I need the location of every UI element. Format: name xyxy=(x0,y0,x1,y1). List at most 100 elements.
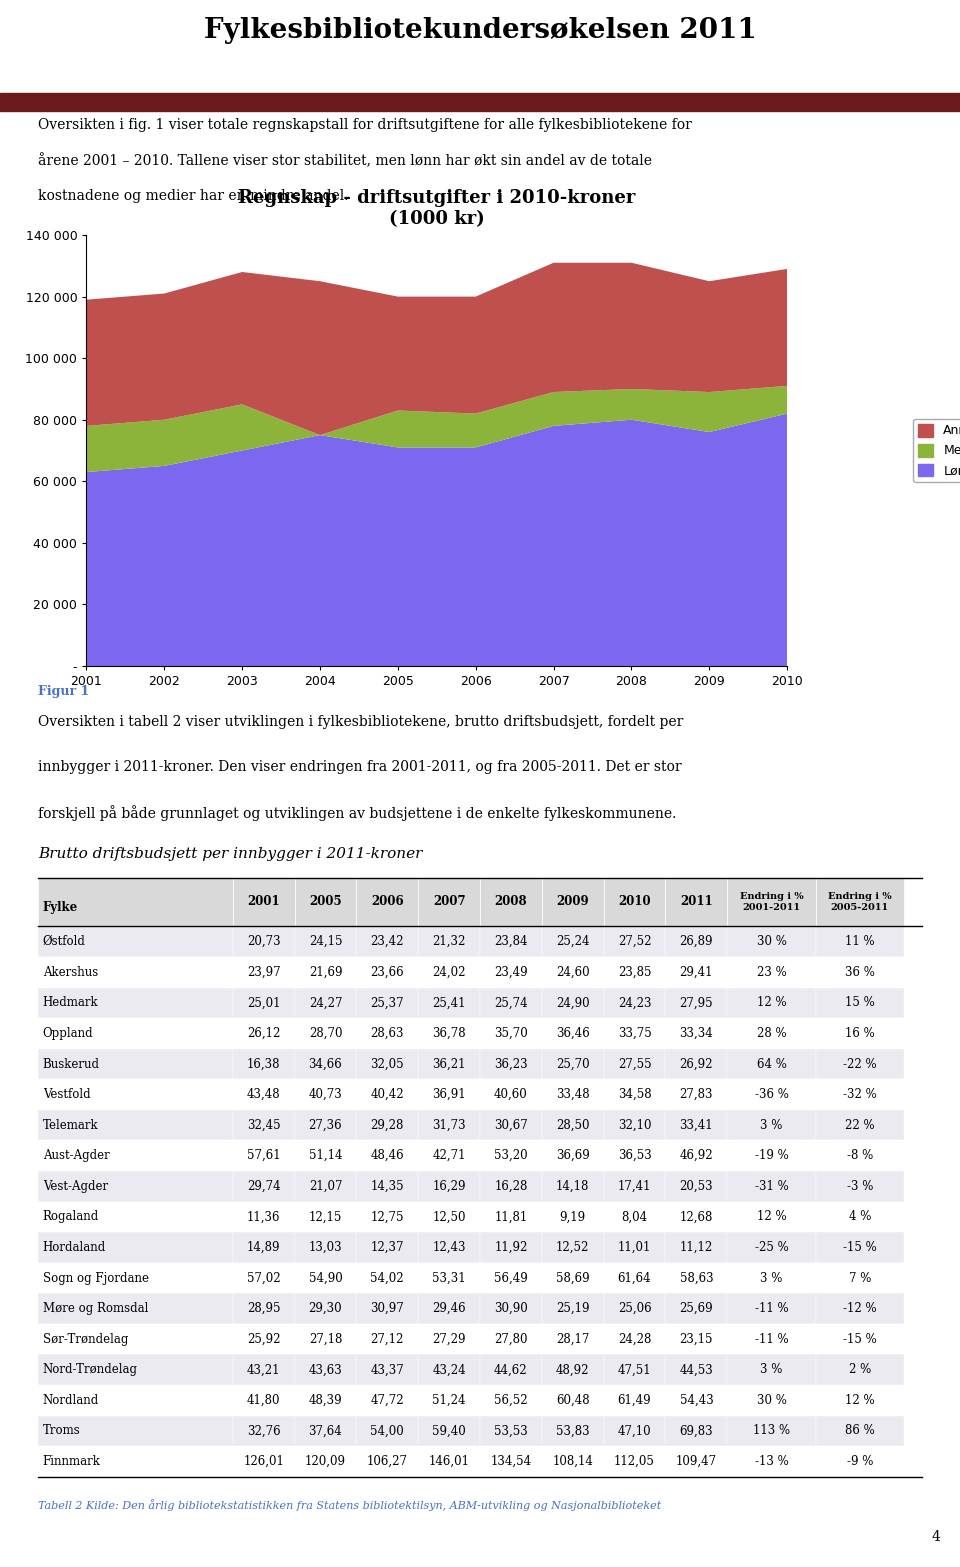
Text: 61,49: 61,49 xyxy=(617,1395,652,1407)
Bar xyxy=(356,1048,419,1080)
Text: 56,49: 56,49 xyxy=(494,1271,528,1285)
Text: 20,73: 20,73 xyxy=(247,935,280,948)
Bar xyxy=(419,1232,480,1263)
Bar xyxy=(419,1415,480,1446)
Bar xyxy=(816,1109,904,1141)
Text: 11 %: 11 % xyxy=(845,935,875,948)
Bar xyxy=(541,1232,604,1263)
Text: 36,23: 36,23 xyxy=(494,1058,528,1070)
Bar xyxy=(665,1385,728,1415)
Bar xyxy=(232,987,295,1019)
Bar xyxy=(480,1080,541,1109)
Bar xyxy=(665,1293,728,1324)
Bar xyxy=(728,1080,816,1109)
Text: 25,24: 25,24 xyxy=(556,935,589,948)
Bar xyxy=(38,1385,232,1415)
Bar xyxy=(816,1232,904,1263)
Text: Møre og Romsdal: Møre og Romsdal xyxy=(43,1302,148,1315)
Bar xyxy=(38,1080,232,1109)
Text: 2011: 2011 xyxy=(680,895,712,909)
Text: 29,30: 29,30 xyxy=(308,1302,343,1315)
Text: 106,27: 106,27 xyxy=(367,1456,408,1468)
Bar xyxy=(816,926,904,957)
Text: 14,35: 14,35 xyxy=(371,1180,404,1192)
Text: 27,55: 27,55 xyxy=(617,1058,652,1070)
Bar xyxy=(541,987,604,1019)
Text: 28,95: 28,95 xyxy=(247,1302,280,1315)
Text: Fylkesbibliotekundersøkelsen 2011: Fylkesbibliotekundersøkelsen 2011 xyxy=(204,17,756,44)
Bar xyxy=(816,1263,904,1293)
Text: 8,04: 8,04 xyxy=(621,1210,648,1224)
Bar xyxy=(419,1324,480,1354)
Bar xyxy=(480,1048,541,1080)
Bar xyxy=(480,1415,541,1446)
Bar xyxy=(295,957,356,987)
Bar xyxy=(38,957,232,987)
Text: 4: 4 xyxy=(932,1531,941,1543)
Text: 48,39: 48,39 xyxy=(308,1395,343,1407)
Text: Vest-Agder: Vest-Agder xyxy=(43,1180,108,1192)
Text: 21,07: 21,07 xyxy=(309,1180,342,1192)
Text: 53,20: 53,20 xyxy=(494,1149,528,1163)
Bar xyxy=(728,987,816,1019)
Text: 3 %: 3 % xyxy=(760,1363,782,1376)
Bar xyxy=(816,1171,904,1202)
Text: 3 %: 3 % xyxy=(760,1119,782,1131)
Text: -25 %: -25 % xyxy=(755,1241,788,1254)
Text: 26,12: 26,12 xyxy=(247,1026,280,1040)
Bar xyxy=(728,1109,816,1141)
Text: -13 %: -13 % xyxy=(755,1456,788,1468)
Text: 51,24: 51,24 xyxy=(432,1395,466,1407)
Text: Oversikten i fig. 1 viser totale regnskapstall for driftsutgiftene for alle fylk: Oversikten i fig. 1 viser totale regnska… xyxy=(38,118,692,132)
Bar xyxy=(480,1385,541,1415)
Text: 40,42: 40,42 xyxy=(371,1087,404,1102)
Bar xyxy=(480,1141,541,1171)
Text: 24,27: 24,27 xyxy=(309,997,342,1009)
Bar xyxy=(356,957,419,987)
Text: 53,31: 53,31 xyxy=(432,1271,466,1285)
Text: 33,41: 33,41 xyxy=(680,1119,713,1131)
Text: 108,14: 108,14 xyxy=(552,1456,593,1468)
Text: 33,75: 33,75 xyxy=(617,1026,652,1040)
Text: -15 %: -15 % xyxy=(843,1332,876,1346)
Bar xyxy=(665,878,728,926)
Bar xyxy=(356,926,419,957)
Bar xyxy=(541,1171,604,1202)
Text: 28 %: 28 % xyxy=(756,1026,786,1040)
Text: 43,21: 43,21 xyxy=(247,1363,280,1376)
Text: årene 2001 – 2010. Tallene viser stor stabilitet, men lønn har økt sin andel av : årene 2001 – 2010. Tallene viser stor st… xyxy=(38,154,653,168)
Text: 11,01: 11,01 xyxy=(618,1241,651,1254)
Text: -3 %: -3 % xyxy=(847,1180,873,1192)
Text: 57,61: 57,61 xyxy=(247,1149,280,1163)
Text: 26,89: 26,89 xyxy=(680,935,713,948)
Bar xyxy=(38,1415,232,1446)
Text: 113 %: 113 % xyxy=(753,1424,790,1437)
Bar xyxy=(541,1080,604,1109)
Bar xyxy=(419,1263,480,1293)
Text: 12,43: 12,43 xyxy=(432,1241,466,1254)
Text: 11,92: 11,92 xyxy=(494,1241,528,1254)
Text: forskjell på både grunnlaget og utviklingen av budsjettene i de enkelte fylkesko: forskjell på både grunnlaget og utviklin… xyxy=(38,805,677,821)
Bar xyxy=(604,1293,665,1324)
Bar xyxy=(604,1080,665,1109)
Text: 22 %: 22 % xyxy=(845,1119,875,1131)
Text: 28,17: 28,17 xyxy=(556,1332,589,1346)
Bar xyxy=(604,1324,665,1354)
Text: -19 %: -19 % xyxy=(755,1149,788,1163)
Bar xyxy=(38,1019,232,1048)
Bar xyxy=(728,1202,816,1232)
Bar xyxy=(480,987,541,1019)
Bar xyxy=(419,1080,480,1109)
Bar xyxy=(232,1202,295,1232)
Bar xyxy=(38,987,232,1019)
Bar xyxy=(816,878,904,926)
Bar xyxy=(232,878,295,926)
Bar xyxy=(295,926,356,957)
Text: 2009: 2009 xyxy=(557,895,589,909)
Text: 25,06: 25,06 xyxy=(617,1302,652,1315)
Text: Sør-Trøndelag: Sør-Trøndelag xyxy=(43,1332,129,1346)
Text: 29,46: 29,46 xyxy=(432,1302,466,1315)
Bar xyxy=(356,987,419,1019)
Bar xyxy=(604,987,665,1019)
Text: 23,97: 23,97 xyxy=(247,965,280,979)
